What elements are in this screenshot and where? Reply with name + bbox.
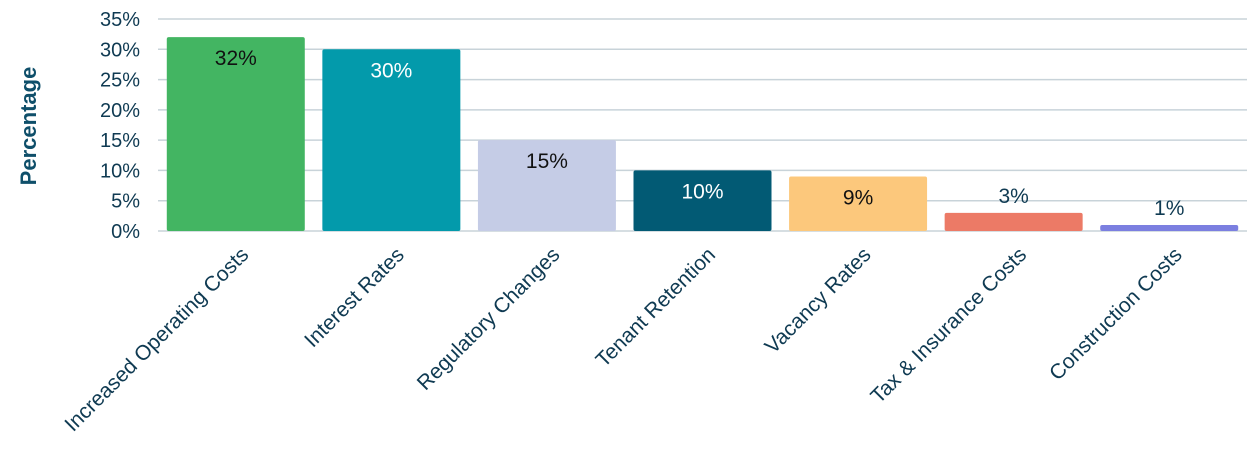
- x-category-label: Interest Rates: [300, 243, 409, 352]
- y-tick-label: 20%: [100, 100, 140, 122]
- y-tick-label: 35%: [100, 9, 140, 31]
- bar: [944, 212, 1083, 231]
- bar: [1100, 224, 1239, 231]
- x-category-label: Vacancy Rates: [761, 243, 876, 358]
- y-tick-label: 25%: [100, 70, 140, 92]
- bar: [477, 140, 616, 231]
- y-tick-label: 15%: [100, 130, 140, 152]
- x-category-label: Increased Operating Costs: [60, 243, 253, 436]
- bar: [166, 37, 305, 231]
- x-category-label: Tenant Retention: [591, 243, 720, 372]
- y-tick-label: 10%: [100, 160, 140, 182]
- bar-value-label: 1%: [1154, 197, 1184, 220]
- bars: [166, 37, 1239, 232]
- y-axis-title: Percentage: [16, 67, 41, 186]
- bar-value-label: 3%: [998, 185, 1028, 208]
- y-tick-label: 5%: [111, 191, 140, 213]
- bar: [789, 176, 928, 231]
- y-axis-ticks: 0% 5% 10% 15% 20% 25% 30% 35%: [100, 9, 140, 243]
- bar-value-label: 32%: [215, 47, 257, 70]
- data-labels: 32% 30% 15% 10% 9% 3% 1%: [215, 47, 1185, 220]
- x-category-label: Regulatory Changes: [413, 243, 565, 395]
- bar: [633, 170, 772, 231]
- x-category-label: Tax & Insurance Costs: [866, 243, 1031, 408]
- y-tick-label: 0%: [111, 221, 140, 243]
- y-tick-label: 30%: [100, 39, 140, 61]
- x-category-label: Construction Costs: [1045, 243, 1187, 385]
- x-axis-categories: Increased Operating Costs Interest Rates R…: [60, 243, 1186, 436]
- bar-value-label: 30%: [370, 59, 412, 82]
- bar-value-label: 10%: [681, 180, 723, 203]
- bar: [322, 49, 461, 232]
- bar-value-label: 9%: [843, 186, 873, 209]
- bar-value-label: 15%: [526, 150, 568, 173]
